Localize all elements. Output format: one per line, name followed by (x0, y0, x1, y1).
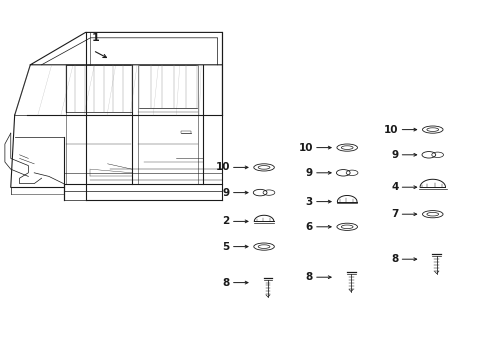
Text: 10: 10 (298, 143, 312, 153)
Text: 10: 10 (215, 162, 229, 172)
Text: 8: 8 (222, 278, 229, 288)
Text: 9: 9 (222, 188, 229, 198)
Text: 4: 4 (390, 182, 398, 192)
Text: 3: 3 (305, 197, 312, 207)
Text: 7: 7 (390, 209, 398, 219)
Text: 10: 10 (383, 125, 398, 135)
Text: 1: 1 (91, 33, 99, 43)
Text: 6: 6 (305, 222, 312, 232)
Text: 9: 9 (305, 168, 312, 178)
Text: 8: 8 (305, 272, 312, 282)
Text: 8: 8 (390, 254, 398, 264)
Text: 2: 2 (222, 216, 229, 226)
Text: 5: 5 (222, 242, 229, 252)
Text: 9: 9 (390, 150, 398, 160)
